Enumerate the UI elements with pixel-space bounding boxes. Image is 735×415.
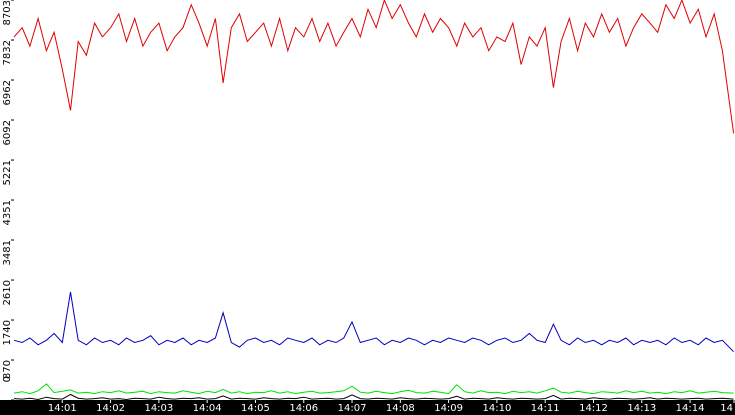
series-line [13, 393, 734, 401]
y-tick-label: 870 [2, 360, 13, 379]
x-tick-label: 14:08 [386, 403, 415, 414]
x-tick-label: 14:06 [289, 403, 318, 414]
series-line [13, 0, 735, 134]
x-tick-label: 14:12 [579, 403, 608, 414]
y-tick-label: 4351 [2, 200, 13, 225]
series-line [13, 291, 734, 353]
y-tick-label: 6962 [2, 80, 13, 105]
y-tick-label: 5221 [2, 160, 13, 185]
x-tick-label: 14:09 [434, 403, 463, 414]
x-tick-label: 14:05 [241, 403, 270, 414]
y-tick-label: 8703 [2, 0, 13, 25]
x-tick-label: 14:07 [338, 403, 367, 414]
y-tick-label: 3481 [2, 240, 13, 265]
x-tick-label: 14:02 [96, 403, 125, 414]
series-line [13, 383, 734, 395]
y-tick-label: 7832 [2, 40, 13, 65]
x-tick-label: 14:14 [676, 403, 705, 414]
x-tick-label: 14:04 [193, 403, 222, 414]
x-tick-label: 14:13 [627, 403, 656, 414]
y-tick-label: 1740 [2, 320, 13, 345]
y-tick-label: 0 [2, 376, 13, 382]
x-tick-label: 14 [720, 403, 733, 414]
y-tick-label: 6092 [2, 120, 13, 145]
x-tick-label: 14:01 [48, 403, 77, 414]
x-axis-band [0, 400, 735, 415]
x-tick-label: 14:11 [531, 403, 560, 414]
x-tick-label: 14:03 [144, 403, 173, 414]
x-tick-label: 14:10 [483, 403, 512, 414]
y-tick-label: 2610 [2, 280, 13, 305]
